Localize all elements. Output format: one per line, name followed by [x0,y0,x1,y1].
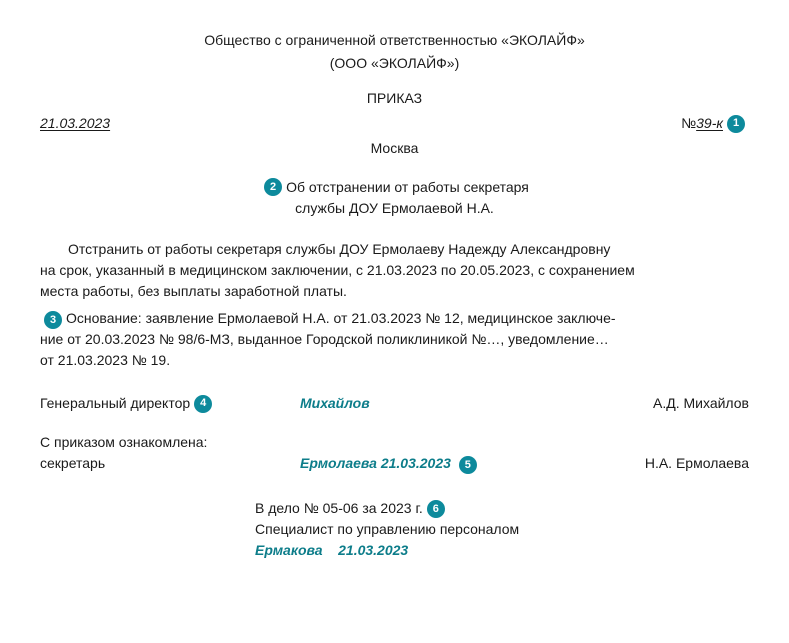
order-date: 21.03.2023 [40,113,110,134]
basis-line2: ние от 20.03.2023 № 98/6-МЗ, выданное Го… [40,329,749,350]
ack-title: С приказом ознакомлена: [40,432,749,453]
badge-5: 5 [459,456,477,474]
file-line2: Специалист по управлению персоналом [255,519,749,540]
badge-6: 6 [427,500,445,518]
num-prefix: № [681,113,696,134]
date-number-row: 21.03.2023 № 39-к 1 [40,113,749,134]
body-paragraph: Отстранить от работы секретаря службы ДО… [40,239,749,302]
body-line1-wrap: Отстранить от работы секретаря службы ДО… [40,239,749,260]
subject-line2: службы ДОУ Ермолаевой Н.А. [40,198,749,219]
file-line1: В дело № 05-06 за 2023 г. [255,498,423,519]
director-role-cell: Генеральный директор 4 [40,393,300,414]
order-word: ПРИКАЗ [40,88,749,109]
file-signature: Ермакова [255,542,323,558]
director-sign-row: Генеральный директор 4 Михайлов А.Д. Мих… [40,393,749,414]
order-number-cell: № 39-к 1 [681,113,749,134]
ack-mid: Ермолаева 21.03.2023 5 [300,453,520,474]
file-line1-wrap: В дело № 05-06 за 2023 г. 6 [255,498,749,519]
ack-name: Н.А. Ермолаева [520,453,749,474]
basis-line3: от 21.03.2023 № 19. [40,350,749,371]
ack-sign-row: секретарь Ермолаева 21.03.2023 5 Н.А. Ер… [40,453,749,474]
order-number: 39-к [696,113,723,134]
director-name: А.Д. Михайлов [520,393,749,414]
director-role: Генеральный директор [40,393,190,414]
file-sign-row: Ермакова 21.03.2023 [255,540,749,561]
body-line2: на срок, указанный в медицинском заключе… [40,260,749,281]
file-date: 21.03.2023 [338,542,408,558]
badge-1: 1 [727,115,745,133]
basis-line1-wrap: 3 Основание: заявление Ермолаевой Н.А. о… [40,308,616,329]
body-line1: Отстранить от работы секретаря службы ДО… [68,241,610,257]
ack-block: С приказом ознакомлена: секретарь Ермола… [40,432,749,474]
subject-line1-wrap: 2 Об отстранении от работы секретаря [260,177,529,198]
file-block: В дело № 05-06 за 2023 г. 6 Специалист п… [255,498,749,561]
company-full: Общество с ограниченной ответственностью… [40,30,749,51]
badge-4: 4 [194,395,212,413]
director-signature: Михайлов [300,393,520,414]
ack-signature: Ермолаева [300,455,377,471]
ack-date: 21.03.2023 [381,455,451,471]
subject-line1: Об отстранении от работы секретаря [286,177,529,198]
ack-role: секретарь [40,453,300,474]
body-line3: места работы, без выплаты заработной пла… [40,281,749,302]
subject-block: 2 Об отстранении от работы секретаря слу… [40,175,749,219]
badge-2: 2 [264,178,282,196]
city: Москва [40,138,749,159]
company-short: (ООО «ЭКОЛАЙФ») [40,53,749,74]
basis-block: 3 Основание: заявление Ермолаевой Н.А. о… [40,308,749,371]
badge-3: 3 [44,311,62,329]
basis-line1: Основание: заявление Ермолаевой Н.А. от … [66,308,616,329]
